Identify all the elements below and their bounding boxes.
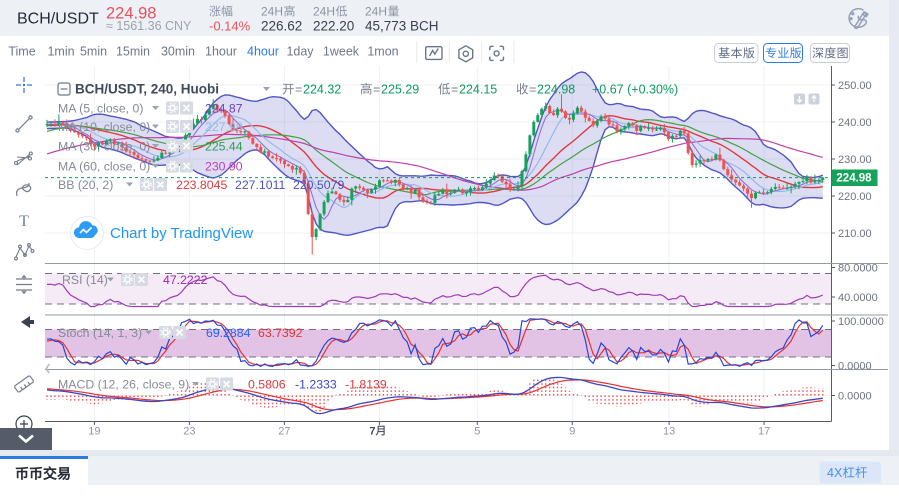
svg-text:250.00: 250.00 bbox=[838, 80, 872, 92]
svg-text:45,773 BCH: 45,773 BCH bbox=[365, 19, 439, 34]
svg-text:=: = bbox=[451, 83, 458, 97]
svg-text:0.0000: 0.0000 bbox=[838, 391, 872, 403]
svg-text:13: 13 bbox=[663, 426, 675, 438]
svg-text:1mon: 1mon bbox=[367, 44, 398, 58]
svg-text:23: 23 bbox=[183, 426, 195, 438]
svg-text:15min: 15min bbox=[116, 44, 150, 58]
svg-text:225.44: 225.44 bbox=[205, 139, 243, 153]
svg-text:BCH/USDT: BCH/USDT bbox=[17, 11, 99, 28]
svg-text:17: 17 bbox=[758, 426, 770, 438]
svg-text:100.0000: 100.0000 bbox=[838, 316, 884, 328]
svg-text:=: = bbox=[295, 83, 302, 97]
svg-text:Time: Time bbox=[8, 44, 35, 58]
svg-text:1min: 1min bbox=[47, 44, 74, 58]
svg-text:80.0000: 80.0000 bbox=[838, 263, 878, 275]
svg-text:223.8045: 223.8045 bbox=[176, 178, 227, 192]
svg-text:=: = bbox=[373, 83, 380, 97]
svg-text:-1.8139: -1.8139 bbox=[345, 377, 387, 391]
svg-text:1hour: 1hour bbox=[205, 44, 237, 58]
svg-text:=: = bbox=[529, 83, 536, 97]
svg-text:24H: 24H bbox=[261, 5, 283, 19]
svg-text:230.00: 230.00 bbox=[838, 154, 872, 166]
svg-text:BB (20, 2): BB (20, 2) bbox=[58, 178, 113, 192]
svg-text:224.87: 224.87 bbox=[205, 101, 243, 115]
svg-text:MA (30, close, 0): MA (30, close, 0) bbox=[58, 139, 150, 153]
svg-text:7: 7 bbox=[369, 426, 375, 438]
svg-text:4X: 4X bbox=[827, 466, 843, 480]
svg-text:≈ 1561.36 CNY: ≈ 1561.36 CNY bbox=[106, 19, 192, 33]
svg-text:220.5079: 220.5079 bbox=[293, 178, 344, 192]
svg-text:MACD (12, 26, close, 9): MACD (12, 26, close, 9) bbox=[58, 377, 189, 391]
svg-text:227.1011: 227.1011 bbox=[235, 178, 286, 192]
svg-text:27: 27 bbox=[278, 426, 290, 438]
svg-text:T: T bbox=[19, 213, 29, 230]
svg-text:220.00: 220.00 bbox=[838, 191, 872, 203]
svg-text:225.29: 225.29 bbox=[381, 83, 419, 97]
svg-text:0.5806: 0.5806 bbox=[248, 377, 286, 391]
svg-text:5: 5 bbox=[474, 426, 480, 438]
svg-text:MA (60, close, 0): MA (60, close, 0) bbox=[58, 159, 150, 173]
svg-text:0.0000: 0.0000 bbox=[838, 361, 872, 373]
svg-text:224.98: 224.98 bbox=[106, 5, 156, 23]
svg-text:210.00: 210.00 bbox=[838, 228, 872, 240]
svg-text:226.62: 226.62 bbox=[261, 19, 302, 34]
svg-text:19: 19 bbox=[88, 426, 100, 438]
svg-text:+0.67 (+0.30%): +0.67 (+0.30%) bbox=[592, 83, 678, 97]
svg-text:224.15: 224.15 bbox=[459, 83, 497, 97]
svg-text:BCH/USDT, 240, Huobi: BCH/USDT, 240, Huobi bbox=[75, 82, 219, 97]
svg-text:40.0000: 40.0000 bbox=[838, 292, 878, 304]
svg-text:222.20: 222.20 bbox=[313, 19, 354, 34]
svg-text:-0.14%: -0.14% bbox=[209, 19, 251, 34]
svg-text:227.98: 227.98 bbox=[205, 120, 243, 134]
svg-text:Stoch (14, 1, 3): Stoch (14, 1, 3) bbox=[58, 326, 142, 340]
svg-text:MA (5, close, 0): MA (5, close, 0) bbox=[58, 101, 143, 115]
svg-text:224.98: 224.98 bbox=[537, 83, 575, 97]
svg-text:63.7392: 63.7392 bbox=[258, 326, 303, 340]
svg-text:224.98: 224.98 bbox=[836, 173, 872, 185]
svg-text:24H: 24H bbox=[365, 5, 387, 19]
svg-text:240.00: 240.00 bbox=[838, 117, 872, 129]
svg-text:1week: 1week bbox=[323, 44, 360, 58]
svg-text:Chart by TradingView: Chart by TradingView bbox=[110, 225, 253, 242]
svg-text:9: 9 bbox=[569, 426, 575, 438]
svg-text:-1.2333: -1.2333 bbox=[295, 377, 337, 391]
svg-text:5min: 5min bbox=[80, 44, 107, 58]
svg-text:230.90: 230.90 bbox=[205, 159, 243, 173]
svg-text:69.2884: 69.2884 bbox=[206, 326, 251, 340]
svg-text:RSI (14): RSI (14) bbox=[62, 273, 108, 287]
svg-text:24H: 24H bbox=[313, 5, 335, 19]
svg-text:4hour: 4hour bbox=[247, 44, 279, 58]
svg-text:1day: 1day bbox=[286, 44, 314, 58]
svg-text:30min: 30min bbox=[161, 44, 195, 58]
svg-text:❮: ❮ bbox=[44, 363, 52, 374]
svg-text:47.2222: 47.2222 bbox=[163, 273, 208, 287]
svg-text:224.32: 224.32 bbox=[303, 83, 341, 97]
svg-text:MA (10, close, 0): MA (10, close, 0) bbox=[58, 120, 150, 134]
